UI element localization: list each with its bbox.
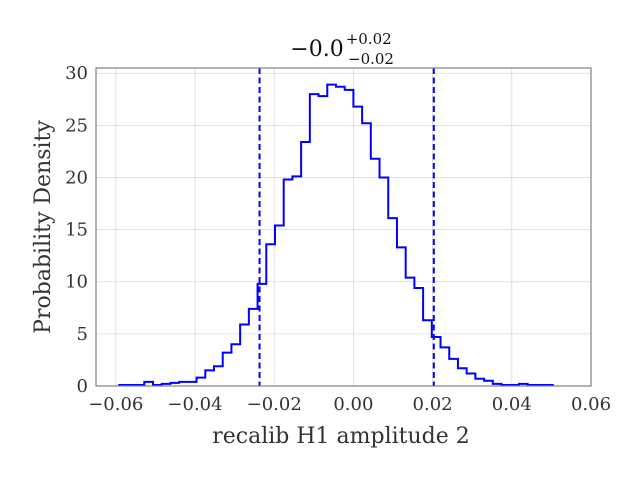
x-tick-label: −0.04 <box>167 394 222 415</box>
grid-lines <box>96 68 592 387</box>
y-tick-label: 10 <box>65 272 88 293</box>
x-tick-label: 0.00 <box>333 394 373 415</box>
y-axis-ticks: 0 5 10 15 20 25 30 <box>65 63 88 397</box>
y-tick-label: 30 <box>65 63 88 84</box>
histogram-step-line <box>118 83 554 386</box>
y-tick-label: 25 <box>65 115 88 136</box>
title-superscript: +0.02 <box>346 30 392 48</box>
y-tick-label: 5 <box>77 324 88 345</box>
y-tick-label: 20 <box>65 167 88 188</box>
x-tick-label: 0.06 <box>571 394 611 415</box>
y-axis-label: Probability Density <box>31 120 56 334</box>
x-axis-ticks: −0.06 −0.04 −0.02 0.00 0.02 0.04 0.06 <box>88 394 611 415</box>
y-tick-label: 15 <box>65 220 88 241</box>
x-tick-label: 0.02 <box>413 394 453 415</box>
plot-frame <box>95 67 592 387</box>
x-axis-label: recalib H1 amplitude 2 <box>212 424 470 449</box>
title-main: −0.0 <box>290 37 343 62</box>
y-tick-label: 0 <box>77 376 88 397</box>
credible-interval-lines <box>258 68 435 386</box>
x-tick-label: −0.06 <box>88 394 143 415</box>
x-tick-label: −0.02 <box>247 394 302 415</box>
histogram-series <box>118 83 554 386</box>
x-tick-label: 0.04 <box>492 394 532 415</box>
title-subscript: −0.02 <box>348 50 394 68</box>
chart-title: −0.0 +0.02 <box>290 30 391 62</box>
